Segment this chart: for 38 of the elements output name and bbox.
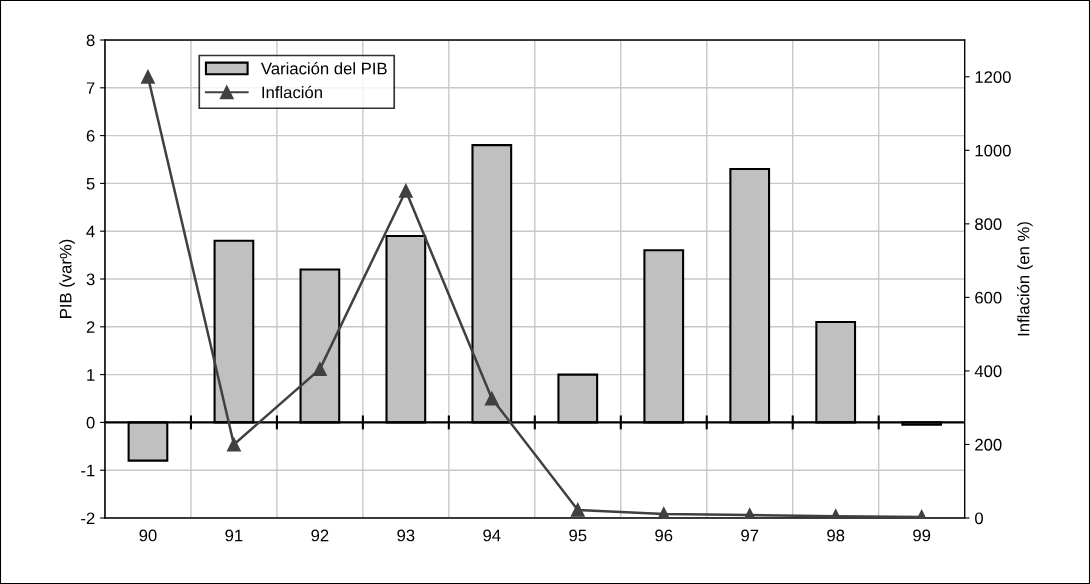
y-tick-label: 0 — [86, 416, 95, 429]
y-tick-label: 4 — [86, 225, 95, 238]
x-tick-label: 95 — [569, 529, 587, 542]
y-tick-label: 7 — [86, 82, 95, 94]
x-tick-label: 99 — [913, 529, 931, 542]
x-tick-label: 93 — [397, 529, 415, 542]
x-tick-label: 97 — [741, 529, 759, 542]
y-tick-label: -2 — [81, 512, 95, 525]
y-tick-label: -1 — [81, 464, 95, 477]
y-tick-label: 3 — [86, 273, 95, 286]
y2-tick-label: 200 — [975, 438, 1002, 451]
y-tick-label: 8 — [86, 34, 95, 47]
y-tick-label: 6 — [86, 130, 95, 142]
y2-tick-label: 800 — [975, 218, 1002, 231]
point — [141, 69, 155, 84]
y2-tick-label: 1000 — [975, 144, 1011, 157]
y2-tick-label: 600 — [975, 291, 1002, 304]
point — [398, 183, 413, 198]
x-tick-label: 90 — [139, 529, 157, 542]
legend-label: Inflación — [262, 85, 322, 99]
point — [570, 502, 585, 517]
x-tick-label: 92 — [311, 529, 329, 542]
y2-tick-label: 1200 — [975, 71, 1011, 83]
y-tick-label: 1 — [87, 369, 95, 381]
legend-label: Variación del PIB — [261, 61, 387, 75]
x-tick-label: 91 — [225, 529, 243, 542]
y2-axis-title: Inflación (en %) — [1016, 222, 1033, 336]
x-tick-label: 96 — [655, 529, 673, 542]
y2-tick-label: 0 — [975, 512, 983, 525]
point — [312, 362, 327, 377]
y-tick-label: 2 — [86, 321, 95, 333]
x-tick-label: 98 — [827, 529, 845, 542]
y-axis-title: PIB (var%) — [59, 239, 75, 318]
point — [226, 437, 241, 452]
y2-tick-label: 400 — [974, 365, 1002, 378]
y-tick-label: 5 — [86, 177, 95, 190]
point — [484, 391, 499, 406]
x-tick-label: 94 — [483, 529, 501, 542]
